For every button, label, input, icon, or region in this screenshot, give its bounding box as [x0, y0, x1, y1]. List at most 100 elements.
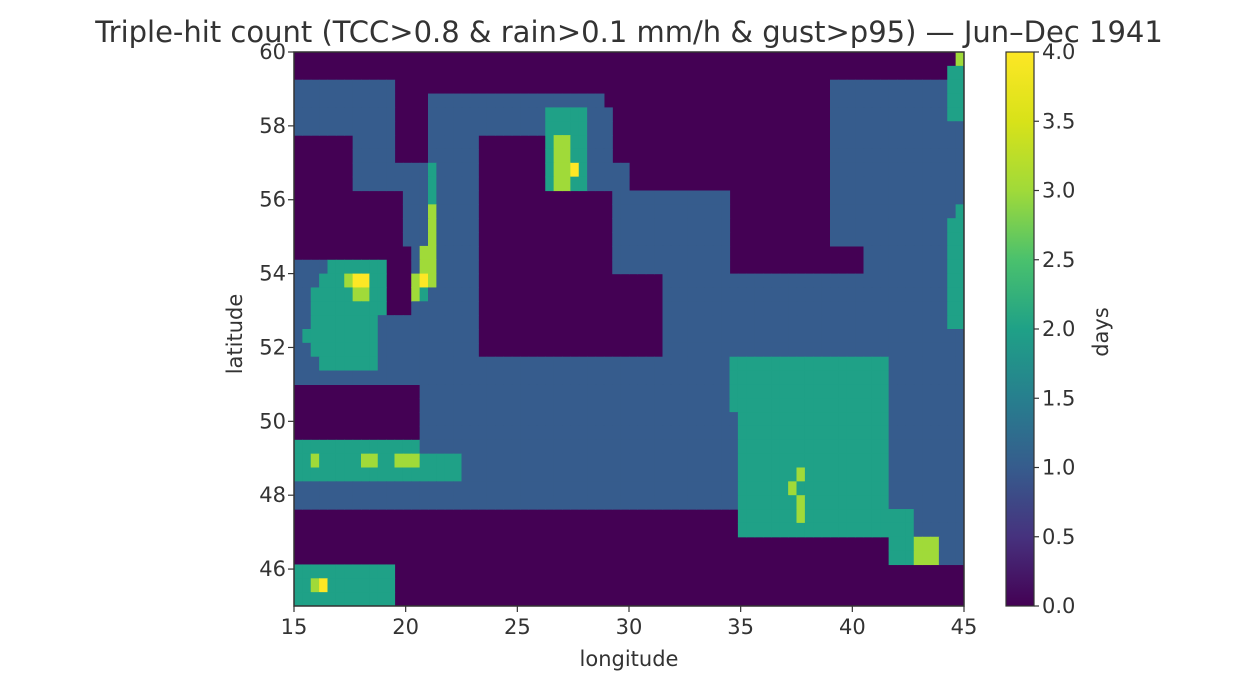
heatmap-cell: [913, 190, 923, 205]
heatmap-cell: [721, 245, 731, 261]
heatmap-cell: [453, 190, 463, 205]
heatmap-cell: [863, 107, 873, 122]
chart-title: Triple-hit count (TCC>0.8 & rain>0.1 mm/…: [94, 15, 1163, 49]
heatmap-cell: [319, 564, 329, 579]
heatmap-cell: [679, 259, 689, 275]
heatmap-cell: [754, 398, 764, 413]
heatmap-cell: [302, 342, 312, 358]
heatmap-cell: [444, 204, 454, 219]
heatmap-cell: [327, 107, 337, 122]
heatmap-cell: [352, 162, 362, 178]
heatmap-cell: [386, 370, 396, 385]
heatmap-cell: [938, 204, 948, 219]
heatmap-cell: [955, 481, 964, 496]
heatmap-cell: [913, 273, 923, 289]
heatmap-cell: [344, 107, 354, 122]
heatmap-cell: [595, 176, 605, 192]
heatmap-cell: [696, 218, 705, 233]
heatmap-cell: [779, 370, 789, 385]
heatmap-cell: [654, 218, 664, 233]
heatmap-cell: [788, 481, 798, 496]
heatmap-cell: [821, 509, 831, 524]
heatmap-cell: [469, 107, 479, 122]
heatmap-cell: [947, 107, 957, 122]
heatmap-cell: [696, 467, 705, 482]
heatmap-cell: [654, 439, 664, 455]
heatmap-cell: [871, 148, 881, 164]
heatmap-cell: [294, 356, 303, 372]
heatmap-cell: [888, 245, 898, 261]
heatmap-cell: [620, 398, 630, 413]
heatmap-cell: [779, 329, 789, 344]
heatmap-cell: [478, 439, 488, 455]
heatmap-cell: [729, 370, 739, 385]
heatmap-cell: [729, 315, 739, 330]
heatmap-cell: [645, 439, 655, 455]
heatmap-cell: [428, 495, 437, 510]
heatmap-cell: [620, 370, 630, 385]
heatmap-cell: [888, 287, 898, 302]
heatmap-cell: [520, 412, 530, 427]
heatmap-cell: [361, 370, 370, 385]
heatmap-cell: [855, 287, 865, 302]
heatmap-cell: [947, 273, 957, 289]
heatmap-cell: [419, 481, 429, 496]
heatmap-cell: [645, 204, 655, 219]
heatmap-cell: [603, 107, 613, 122]
heatmap-cell: [804, 384, 814, 399]
heatmap-cell: [570, 107, 580, 122]
heatmap-cell: [955, 204, 964, 219]
heatmap-cell: [922, 342, 932, 358]
heatmap-cell: [377, 592, 387, 606]
heatmap-cell: [880, 259, 890, 275]
heatmap-cell: [335, 481, 345, 496]
heatmap-cell: [503, 439, 513, 455]
heatmap-cell: [654, 245, 664, 261]
heatmap-cell: [595, 121, 605, 136]
heatmap-cell: [947, 301, 957, 316]
heatmap-cell: [369, 370, 379, 385]
heatmap-cell: [922, 218, 932, 233]
heatmap-cell: [612, 204, 622, 219]
heatmap-cell: [386, 578, 396, 593]
heatmap-cell: [737, 522, 747, 538]
heatmap-cell: [319, 301, 329, 316]
heatmap-cell: [704, 315, 714, 330]
heatmap-cell: [461, 259, 471, 275]
heatmap-cell: [771, 495, 781, 510]
heatmap-cell: [679, 425, 689, 441]
heatmap-cell: [511, 495, 521, 510]
heatmap-cell: [788, 273, 798, 289]
heatmap-cell: [846, 301, 856, 316]
heatmap-cell: [545, 121, 555, 136]
heatmap-cell: [804, 342, 814, 358]
heatmap-cell: [830, 412, 839, 427]
heatmap-cell: [821, 370, 831, 385]
heatmap-cell: [645, 232, 655, 247]
heatmap-cell: [319, 578, 329, 593]
heatmap-cell: [670, 481, 680, 496]
colorbar: [1005, 51, 1035, 607]
heatmap-cell: [855, 522, 865, 538]
x-tick-label: 30: [616, 615, 643, 639]
heatmap-cell: [913, 439, 923, 455]
heatmap-cell: [930, 259, 940, 275]
heatmap-cell: [721, 259, 731, 275]
heatmap-cell: [696, 190, 705, 205]
heatmap-cell: [411, 329, 421, 344]
heatmap-cell: [335, 259, 345, 275]
heatmap-cell: [838, 79, 848, 95]
heatmap-cell: [495, 398, 504, 413]
heatmap-cell: [955, 232, 964, 247]
heatmap-cell: [888, 453, 898, 469]
heatmap-cell: [880, 273, 890, 289]
heatmap-cell: [788, 495, 798, 510]
heatmap-cell: [553, 93, 563, 108]
heatmap-cell: [905, 550, 915, 566]
heatmap-cell: [528, 425, 538, 441]
heatmap-cell: [469, 232, 479, 247]
heatmap-cell: [486, 481, 496, 496]
heatmap-cell: [880, 425, 890, 441]
heatmap-cell: [955, 412, 964, 427]
heatmap-cell: [955, 162, 964, 178]
